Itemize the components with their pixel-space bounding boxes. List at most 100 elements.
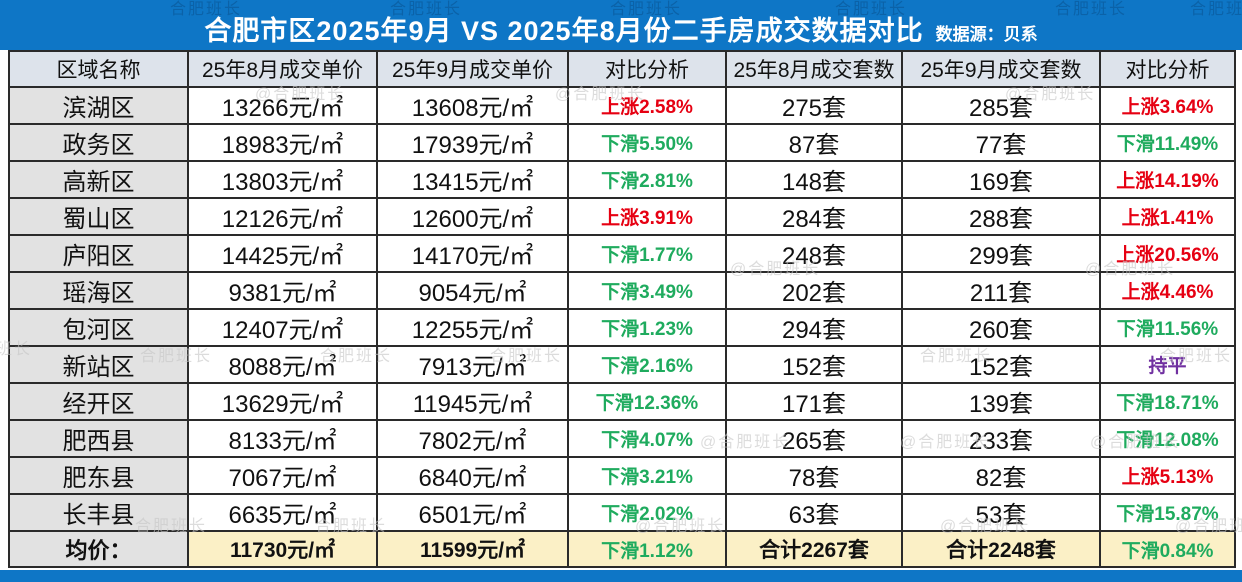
units-change-cell: 上涨5.13% [1099, 456, 1236, 495]
sep-price-cell: 13608元/㎡ [376, 86, 569, 125]
units-change-cell: 下滑18.71% [1099, 382, 1236, 421]
units-change-cell: 下滑12.08% [1099, 419, 1236, 458]
table-row: 瑶海区 9381元/㎡ 9054元/㎡ 下滑3.49% 202套 211套 上涨… [8, 271, 1236, 310]
header-sep-units: 25年9月成交套数 [901, 50, 1101, 88]
units-change-cell: 上涨14.19% [1099, 160, 1236, 199]
units-change-cell: 持平 [1099, 345, 1236, 384]
aug-units-cell: 78套 [725, 456, 903, 495]
district-cell: 长丰县 [8, 493, 189, 532]
district-cell: 肥东县 [8, 456, 189, 495]
table-row: 肥东县 7067元/㎡ 6840元/㎡ 下滑3.21% 78套 82套 上涨5.… [8, 456, 1236, 495]
title-bar: 合肥市区2025年9月 VS 2025年8月份二手房成交数据对比 数据源：贝系 [0, 0, 1242, 50]
price-change-cell: 下滑2.16% [567, 345, 727, 384]
district-cell: 肥西县 [8, 419, 189, 458]
district-cell: 新站区 [8, 345, 189, 384]
sep-units-cell: 53套 [901, 493, 1101, 532]
price-change-cell: 上涨2.58% [567, 86, 727, 125]
sep-price-cell: 14170元/㎡ [376, 234, 569, 273]
table-row: 长丰县 6635元/㎡ 6501元/㎡ 下滑2.02% 63套 53套 下滑15… [8, 493, 1236, 532]
aug-units-cell: 202套 [725, 271, 903, 310]
price-change-cell: 下滑12.36% [567, 382, 727, 421]
table-row: 新站区 8088元/㎡ 7913元/㎡ 下滑2.16% 152套 152套 持平 [8, 345, 1236, 384]
sep-units-cell: 211套 [901, 271, 1101, 310]
table-container: 区域名称 25年8月成交单价 25年9月成交单价 对比分析 25年8月成交套数 … [8, 50, 1236, 570]
footer-sep-price-cell: 11599元/㎡ [376, 530, 569, 568]
header-region-name: 区域名称 [8, 50, 189, 88]
table-header: 区域名称 25年8月成交单价 25年9月成交单价 对比分析 25年8月成交套数 … [8, 50, 1236, 88]
aug-price-cell: 8133元/㎡ [187, 419, 378, 458]
header-sep-price: 25年9月成交单价 [376, 50, 569, 88]
aug-units-cell: 284套 [725, 197, 903, 236]
units-change-cell: 上涨20.56% [1099, 234, 1236, 273]
district-cell: 包河区 [8, 308, 189, 347]
district-cell: 瑶海区 [8, 271, 189, 310]
sep-price-cell: 6840元/㎡ [376, 456, 569, 495]
district-cell: 庐阳区 [8, 234, 189, 273]
aug-price-cell: 18983元/㎡ [187, 123, 378, 162]
sep-units-cell: 77套 [901, 123, 1101, 162]
footer-aug-price-cell: 11730元/㎡ [187, 530, 378, 568]
sep-units-cell: 233套 [901, 419, 1101, 458]
units-change-cell: 上涨4.46% [1099, 271, 1236, 310]
sep-units-cell: 299套 [901, 234, 1101, 273]
aug-price-cell: 12407元/㎡ [187, 308, 378, 347]
footer-aug-units-cell: 合计2267套 [725, 530, 903, 568]
sep-price-cell: 12255元/㎡ [376, 308, 569, 347]
aug-price-cell: 14425元/㎡ [187, 234, 378, 273]
data-table: 区域名称 25年8月成交单价 25年9月成交单价 对比分析 25年8月成交套数 … [8, 50, 1236, 568]
header-aug-price: 25年8月成交单价 [187, 50, 378, 88]
aug-price-cell: 13629元/㎡ [187, 382, 378, 421]
units-change-cell: 下滑15.87% [1099, 493, 1236, 532]
table-row: 蜀山区 12126元/㎡ 12600元/㎡ 上涨3.91% 284套 288套 … [8, 197, 1236, 236]
sep-price-cell: 17939元/㎡ [376, 123, 569, 162]
header-aug-units: 25年8月成交套数 [725, 50, 903, 88]
price-change-cell: 下滑1.77% [567, 234, 727, 273]
district-cell: 高新区 [8, 160, 189, 199]
sep-units-cell: 285套 [901, 86, 1101, 125]
aug-units-cell: 294套 [725, 308, 903, 347]
price-change-cell: 下滑3.49% [567, 271, 727, 310]
table-footer: 均价： 11730元/㎡ 11599元/㎡ 下滑1.12% 合计2267套 合计… [8, 530, 1236, 568]
aug-units-cell: 152套 [725, 345, 903, 384]
aug-price-cell: 12126元/㎡ [187, 197, 378, 236]
aug-units-cell: 265套 [725, 419, 903, 458]
sep-units-cell: 288套 [901, 197, 1101, 236]
district-cell: 政务区 [8, 123, 189, 162]
aug-price-cell: 6635元/㎡ [187, 493, 378, 532]
sep-price-cell: 11945元/㎡ [376, 382, 569, 421]
aug-units-cell: 171套 [725, 382, 903, 421]
summary-row: 均价： 11730元/㎡ 11599元/㎡ 下滑1.12% 合计2267套 合计… [8, 530, 1236, 568]
sep-price-cell: 13415元/㎡ [376, 160, 569, 199]
aug-price-cell: 13266元/㎡ [187, 86, 378, 125]
sep-units-cell: 82套 [901, 456, 1101, 495]
units-change-cell: 下滑11.56% [1099, 308, 1236, 347]
sep-units-cell: 139套 [901, 382, 1101, 421]
sep-price-cell: 7913元/㎡ [376, 345, 569, 384]
sep-price-cell: 6501元/㎡ [376, 493, 569, 532]
price-change-cell: 下滑2.02% [567, 493, 727, 532]
header-row: 区域名称 25年8月成交单价 25年9月成交单价 对比分析 25年8月成交套数 … [8, 50, 1236, 88]
aug-price-cell: 9381元/㎡ [187, 271, 378, 310]
aug-units-cell: 248套 [725, 234, 903, 273]
header-units-compare: 对比分析 [1099, 50, 1236, 88]
sep-units-cell: 169套 [901, 160, 1101, 199]
price-change-cell: 下滑2.81% [567, 160, 727, 199]
aug-units-cell: 148套 [725, 160, 903, 199]
aug-price-cell: 8088元/㎡ [187, 345, 378, 384]
header-price-compare: 对比分析 [567, 50, 727, 88]
footer-units-change-cell: 下滑0.84% [1099, 530, 1236, 568]
table-row: 经开区 13629元/㎡ 11945元/㎡ 下滑12.36% 171套 139套… [8, 382, 1236, 421]
page-title: 合肥市区2025年9月 VS 2025年8月份二手房成交数据对比 [204, 16, 924, 46]
data-source-label: 数据源：贝系 [935, 25, 1038, 44]
aug-price-cell: 13803元/㎡ [187, 160, 378, 199]
district-cell: 经开区 [8, 382, 189, 421]
price-change-cell: 下滑1.23% [567, 308, 727, 347]
footer-price-change-cell: 下滑1.12% [567, 530, 727, 568]
price-change-cell: 下滑4.07% [567, 419, 727, 458]
table-row: 庐阳区 14425元/㎡ 14170元/㎡ 下滑1.77% 248套 299套 … [8, 234, 1236, 273]
aug-price-cell: 7067元/㎡ [187, 456, 378, 495]
table-row: 政务区 18983元/㎡ 17939元/㎡ 下滑5.50% 87套 77套 下滑… [8, 123, 1236, 162]
aug-units-cell: 275套 [725, 86, 903, 125]
sep-units-cell: 152套 [901, 345, 1101, 384]
